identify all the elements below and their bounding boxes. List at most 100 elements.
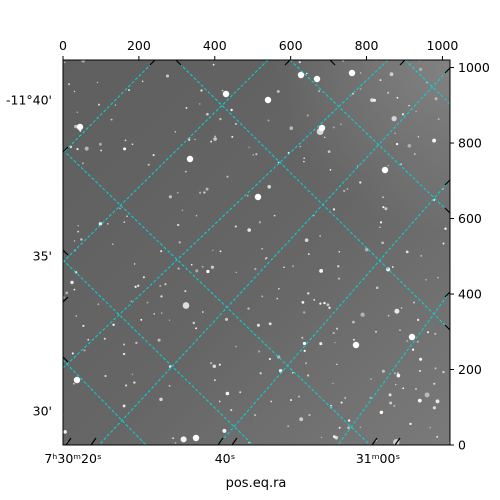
star xyxy=(98,103,100,106)
star xyxy=(81,60,86,63)
star xyxy=(259,372,262,375)
star xyxy=(334,341,336,344)
star xyxy=(226,175,229,178)
star xyxy=(317,89,321,93)
star xyxy=(396,96,399,99)
star xyxy=(267,119,270,122)
star xyxy=(124,139,127,142)
bright-star xyxy=(297,71,305,79)
star xyxy=(168,195,173,199)
star xyxy=(252,154,255,156)
star xyxy=(400,307,403,309)
star xyxy=(405,250,409,254)
star xyxy=(168,384,171,387)
star xyxy=(347,426,350,430)
world-tick-mark xyxy=(62,296,69,303)
star xyxy=(122,404,126,408)
star xyxy=(160,295,163,298)
star xyxy=(330,404,332,407)
star xyxy=(308,413,311,417)
star xyxy=(195,327,198,330)
grid-line xyxy=(98,67,450,445)
star xyxy=(416,340,420,343)
star xyxy=(379,79,382,82)
grid-line xyxy=(289,60,450,214)
star xyxy=(230,108,233,112)
star xyxy=(210,265,215,269)
star xyxy=(212,364,217,369)
plot-frame xyxy=(62,59,451,446)
top-tick-label: 800 xyxy=(355,38,379,53)
star xyxy=(412,301,416,304)
star xyxy=(425,279,427,281)
star xyxy=(194,138,196,141)
star xyxy=(160,312,163,314)
star xyxy=(235,345,237,348)
star xyxy=(230,409,233,412)
star xyxy=(212,249,214,252)
star xyxy=(123,343,126,346)
star xyxy=(63,430,67,434)
star xyxy=(387,164,389,167)
star xyxy=(212,63,215,66)
star xyxy=(253,413,257,417)
star xyxy=(432,406,437,410)
star xyxy=(328,306,331,309)
star xyxy=(411,348,415,351)
star xyxy=(387,314,390,317)
star xyxy=(82,324,85,327)
star xyxy=(379,226,381,229)
star xyxy=(100,149,102,152)
star xyxy=(388,393,392,397)
star xyxy=(289,399,293,402)
star xyxy=(174,442,177,444)
world-tick-mark xyxy=(62,356,69,363)
x-axis-label: pos.eq.ra xyxy=(226,476,287,491)
star xyxy=(382,206,385,209)
star xyxy=(344,397,347,399)
star xyxy=(289,126,294,130)
right-tick-label: 0 xyxy=(458,438,466,453)
star xyxy=(112,243,114,245)
star xyxy=(87,338,90,341)
star xyxy=(414,153,416,155)
star xyxy=(159,285,162,287)
star xyxy=(303,349,306,353)
star xyxy=(73,288,76,291)
star xyxy=(214,379,216,382)
star xyxy=(434,97,438,101)
star xyxy=(273,214,276,217)
star xyxy=(396,373,401,378)
star xyxy=(126,215,128,218)
star xyxy=(332,208,336,211)
star xyxy=(359,426,362,428)
star xyxy=(401,113,405,116)
star xyxy=(416,318,420,322)
star xyxy=(400,163,403,166)
star xyxy=(224,317,229,321)
star xyxy=(74,124,78,129)
star xyxy=(402,387,405,390)
star xyxy=(320,436,323,439)
star xyxy=(140,318,143,321)
star xyxy=(384,207,388,211)
star xyxy=(112,323,115,327)
star xyxy=(437,118,440,121)
star xyxy=(98,222,103,226)
sky-glow xyxy=(63,60,450,445)
star xyxy=(225,391,230,396)
star xyxy=(381,241,384,245)
star xyxy=(319,342,323,346)
star xyxy=(306,114,309,117)
star xyxy=(137,284,140,287)
star xyxy=(209,362,213,365)
bright-star xyxy=(192,434,200,442)
grid-line xyxy=(63,60,156,154)
star xyxy=(338,426,341,429)
star xyxy=(97,303,100,306)
star xyxy=(133,263,136,265)
star xyxy=(267,185,272,189)
star xyxy=(406,340,409,343)
world-tick-mark xyxy=(217,437,224,446)
bright-star xyxy=(408,333,416,341)
